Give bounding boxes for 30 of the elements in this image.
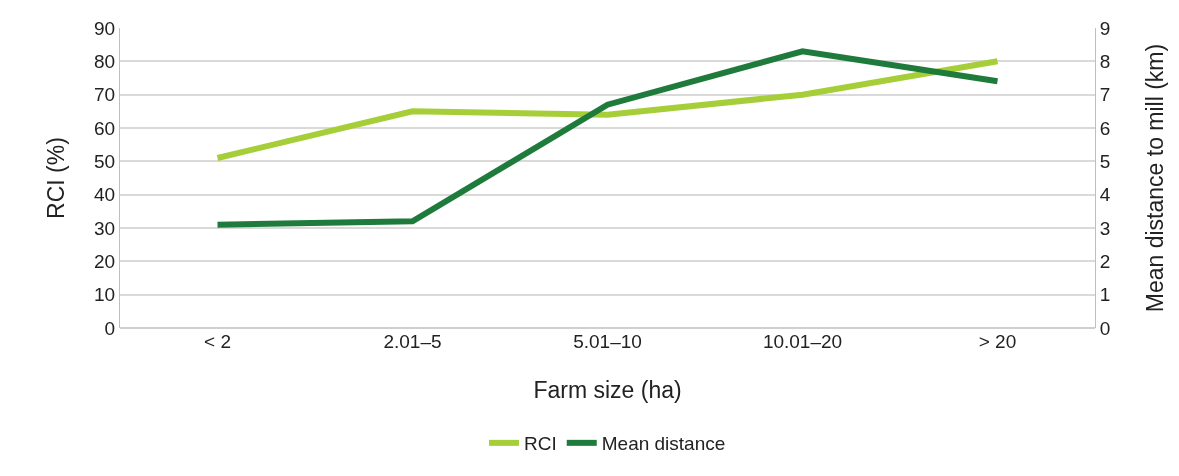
- y-tick-label: 20: [94, 250, 116, 272]
- x-tick-label: > 20: [978, 331, 1017, 352]
- y-tick-label: 0: [104, 317, 116, 339]
- legend-label: Mean distance: [601, 433, 726, 455]
- y-tick-label: 50: [94, 150, 116, 172]
- y2-tick-label: 1: [1099, 284, 1111, 306]
- x-axis-title: Farm size (ha): [533, 376, 682, 403]
- x-tick-label: 10.01–20: [762, 331, 843, 352]
- y-tick-label: 90: [94, 17, 116, 39]
- y2-tick-label: 3: [1099, 217, 1111, 239]
- x-tick-label: < 2: [204, 331, 231, 352]
- y2-tick-label: 0: [1099, 317, 1111, 339]
- y2-tick-label: 4: [1099, 184, 1111, 206]
- y-axis-title: RCI (%): [43, 137, 69, 219]
- y-tick-label: 60: [94, 117, 116, 139]
- y-tick-label: 80: [94, 50, 116, 72]
- y2-tick-label: 8: [1099, 50, 1111, 72]
- y2-tick-label: 2: [1099, 250, 1111, 272]
- y2-axis-title: Mean distance to mill (km): [1141, 43, 1168, 313]
- x-tick-label: 5.01–10: [573, 331, 642, 352]
- y-tick-label: 40: [94, 184, 116, 206]
- legend-label: RCI: [524, 433, 557, 455]
- y-tick-label: 30: [94, 217, 116, 239]
- y-tick-label: 10: [94, 284, 116, 306]
- y2-tick-label: 9: [1099, 17, 1111, 39]
- y2-tick-label: 6: [1099, 117, 1111, 139]
- y-tick-label: 70: [94, 84, 116, 106]
- y2-tick-label: 7: [1099, 84, 1111, 106]
- x-tick-label: 2.01–5: [383, 331, 442, 352]
- y2-tick-label: 5: [1099, 150, 1111, 172]
